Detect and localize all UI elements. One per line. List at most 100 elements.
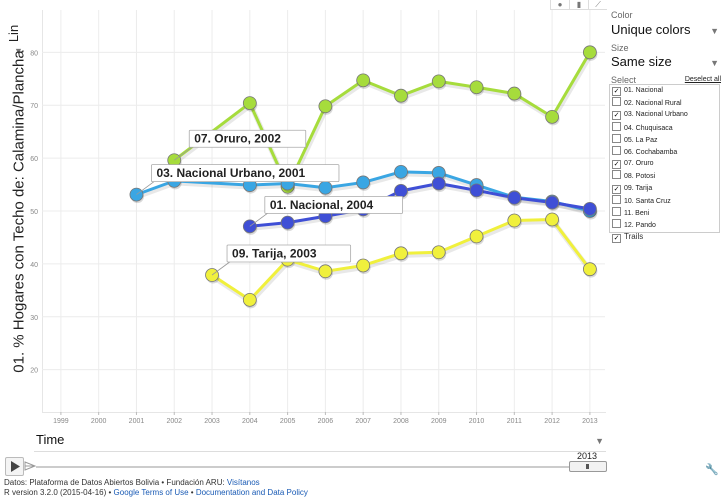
select-item-checkbox[interactable]: ✓ bbox=[612, 184, 621, 194]
select-item-label: 03. Nacional Urbano bbox=[624, 111, 688, 119]
select-item-label: 11. Beni bbox=[624, 209, 650, 217]
data-point bbox=[431, 176, 446, 191]
x-tick-label: 2002 bbox=[166, 418, 182, 425]
play-icon bbox=[11, 461, 20, 472]
data-point bbox=[469, 229, 484, 244]
entity-select-list[interactable]: ✓ 01. Nacional 02. Nacional Rural ✓ 03. Naci… bbox=[609, 84, 720, 233]
select-item[interactable]: ✓ 01. Nacional bbox=[610, 85, 719, 97]
data-point bbox=[242, 96, 257, 110]
size-select[interactable]: Same size ▼ bbox=[611, 54, 719, 74]
select-item[interactable]: ✓ 07. Oruro bbox=[610, 158, 719, 170]
color-label: Color bbox=[611, 10, 633, 20]
select-item-checkbox[interactable]: ✓ bbox=[612, 111, 621, 121]
data-point bbox=[394, 246, 408, 261]
trails-checkbox[interactable]: ✓ bbox=[612, 234, 621, 243]
data-point bbox=[582, 45, 597, 60]
select-item-checkbox[interactable] bbox=[612, 121, 621, 131]
select-item-checkbox[interactable] bbox=[612, 219, 621, 229]
data-point bbox=[431, 245, 446, 260]
annotation-label: 09. Tarija, 2003 bbox=[232, 247, 317, 261]
color-dropdown-arrow-icon: ▼ bbox=[710, 26, 719, 36]
x-axis-dropdown-arrow-icon: ▼ bbox=[595, 436, 604, 446]
data-point bbox=[507, 213, 522, 228]
data-point bbox=[545, 212, 560, 227]
chart-type-switcher: ● ▮ ⟋ bbox=[550, 0, 607, 10]
x-tick-label: 2013 bbox=[582, 418, 598, 425]
google-terms-link[interactable]: Google Terms of Use bbox=[113, 488, 189, 497]
annotation-leader-line bbox=[136, 180, 156, 195]
data-point bbox=[356, 73, 371, 88]
data-point bbox=[356, 175, 371, 190]
x-axis-selector[interactable]: Time ▼ bbox=[34, 431, 606, 452]
select-item-checkbox[interactable]: ✓ bbox=[612, 87, 621, 96]
x-tick-label: 2007 bbox=[355, 418, 371, 425]
select-item-label: 06. Cochabamba bbox=[624, 148, 678, 156]
data-point bbox=[356, 258, 371, 273]
x-tick-label: 2005 bbox=[280, 418, 296, 425]
visit-link[interactable]: Visítanos bbox=[226, 478, 260, 487]
documentation-policy-link[interactable]: Documentation and Data Policy bbox=[195, 488, 308, 497]
select-item-checkbox[interactable] bbox=[612, 194, 621, 204]
select-item[interactable]: 05. La Paz bbox=[610, 133, 719, 146]
select-item-checkbox[interactable] bbox=[612, 145, 621, 155]
speed-control-icon[interactable] bbox=[24, 459, 37, 471]
trails-toggle[interactable]: ✓ Trails bbox=[610, 232, 643, 243]
y-tick-label: 40 bbox=[30, 262, 38, 269]
select-item-checkbox[interactable]: ✓ bbox=[612, 160, 621, 170]
select-item-label: 02. Nacional Rural bbox=[624, 100, 682, 108]
y-axis-selector[interactable]: Lin ▼ 01. % Hogares con Techo de: Calami… bbox=[4, 8, 34, 418]
size-label: Size bbox=[611, 43, 629, 53]
series-trail-shadow bbox=[250, 182, 592, 231]
select-item[interactable]: 10. Santa Cruz bbox=[610, 194, 719, 207]
wrench-settings-icon[interactable]: 🔧 bbox=[705, 464, 719, 476]
footer-line-2: R version 3.2.0 (2015-04-16) • Google Te… bbox=[4, 488, 308, 497]
line-chart-icon[interactable]: ⟋ bbox=[588, 0, 607, 10]
select-item[interactable]: 04. Chuquisaca bbox=[610, 121, 719, 134]
select-item[interactable]: 02. Nacional Rural bbox=[610, 97, 719, 109]
y-scale-menu-arrow-icon[interactable]: ▼ bbox=[14, 46, 23, 56]
data-point bbox=[582, 262, 597, 277]
time-slider-value: 2013 bbox=[577, 451, 598, 461]
data-point bbox=[507, 86, 522, 101]
deselect-all-link[interactable]: Deselect all bbox=[684, 76, 721, 83]
select-item-label: 08. Potosi bbox=[624, 173, 656, 181]
bar-chart-icon[interactable]: ▮ bbox=[569, 0, 588, 10]
color-select[interactable]: Unique colors ▼ bbox=[611, 22, 719, 42]
y-tick-label: 30 bbox=[30, 315, 38, 322]
x-tick-label: 2004 bbox=[242, 418, 258, 425]
footer-version: R version 3.2.0 (2015-04-16) • bbox=[4, 488, 112, 497]
time-slider-track[interactable] bbox=[36, 466, 605, 468]
select-item-label: 10. Santa Cruz bbox=[624, 197, 671, 205]
select-item[interactable]: 12. Pando bbox=[610, 219, 719, 231]
annotation-label: 01. Nacional, 2004 bbox=[270, 198, 374, 212]
data-point bbox=[431, 74, 446, 89]
select-item-checkbox[interactable] bbox=[612, 97, 621, 107]
play-button[interactable] bbox=[5, 457, 24, 476]
footer-line-1: Datos: Plataforma de Datos Abiertos Boli… bbox=[4, 478, 260, 487]
annotation-label: 07. Oruro, 2002 bbox=[194, 132, 281, 146]
select-item-label: 07. Oruro bbox=[624, 160, 654, 168]
select-item-label: 09. Tarija bbox=[624, 184, 653, 192]
select-item[interactable]: 11. Beni bbox=[610, 206, 719, 219]
data-point bbox=[318, 180, 333, 195]
select-item-checkbox[interactable] bbox=[612, 170, 621, 180]
data-point bbox=[280, 215, 295, 230]
x-tick-label: 2009 bbox=[431, 418, 447, 425]
select-item-checkbox[interactable] bbox=[612, 206, 621, 216]
annotation-label: 03. Nacional Urbano, 2001 bbox=[156, 166, 305, 180]
select-item[interactable]: 08. Potosi bbox=[610, 170, 719, 182]
select-item[interactable]: 06. Cochabamba bbox=[610, 145, 719, 158]
select-item[interactable]: ✓ 09. Tarija bbox=[610, 183, 719, 195]
select-item[interactable]: ✓ 03. Nacional Urbano bbox=[610, 109, 719, 121]
annotation-box bbox=[264, 195, 404, 214]
x-tick-label: 2001 bbox=[129, 418, 145, 425]
time-slider-handle[interactable] bbox=[569, 461, 607, 472]
select-item-checkbox[interactable] bbox=[612, 133, 621, 143]
x-tick-label: 1999 bbox=[53, 418, 69, 425]
x-tick-label: 2008 bbox=[393, 418, 409, 425]
data-point bbox=[545, 195, 560, 210]
data-point bbox=[318, 264, 333, 279]
bubble-chart-icon[interactable]: ● bbox=[550, 0, 569, 10]
data-point bbox=[507, 190, 522, 205]
